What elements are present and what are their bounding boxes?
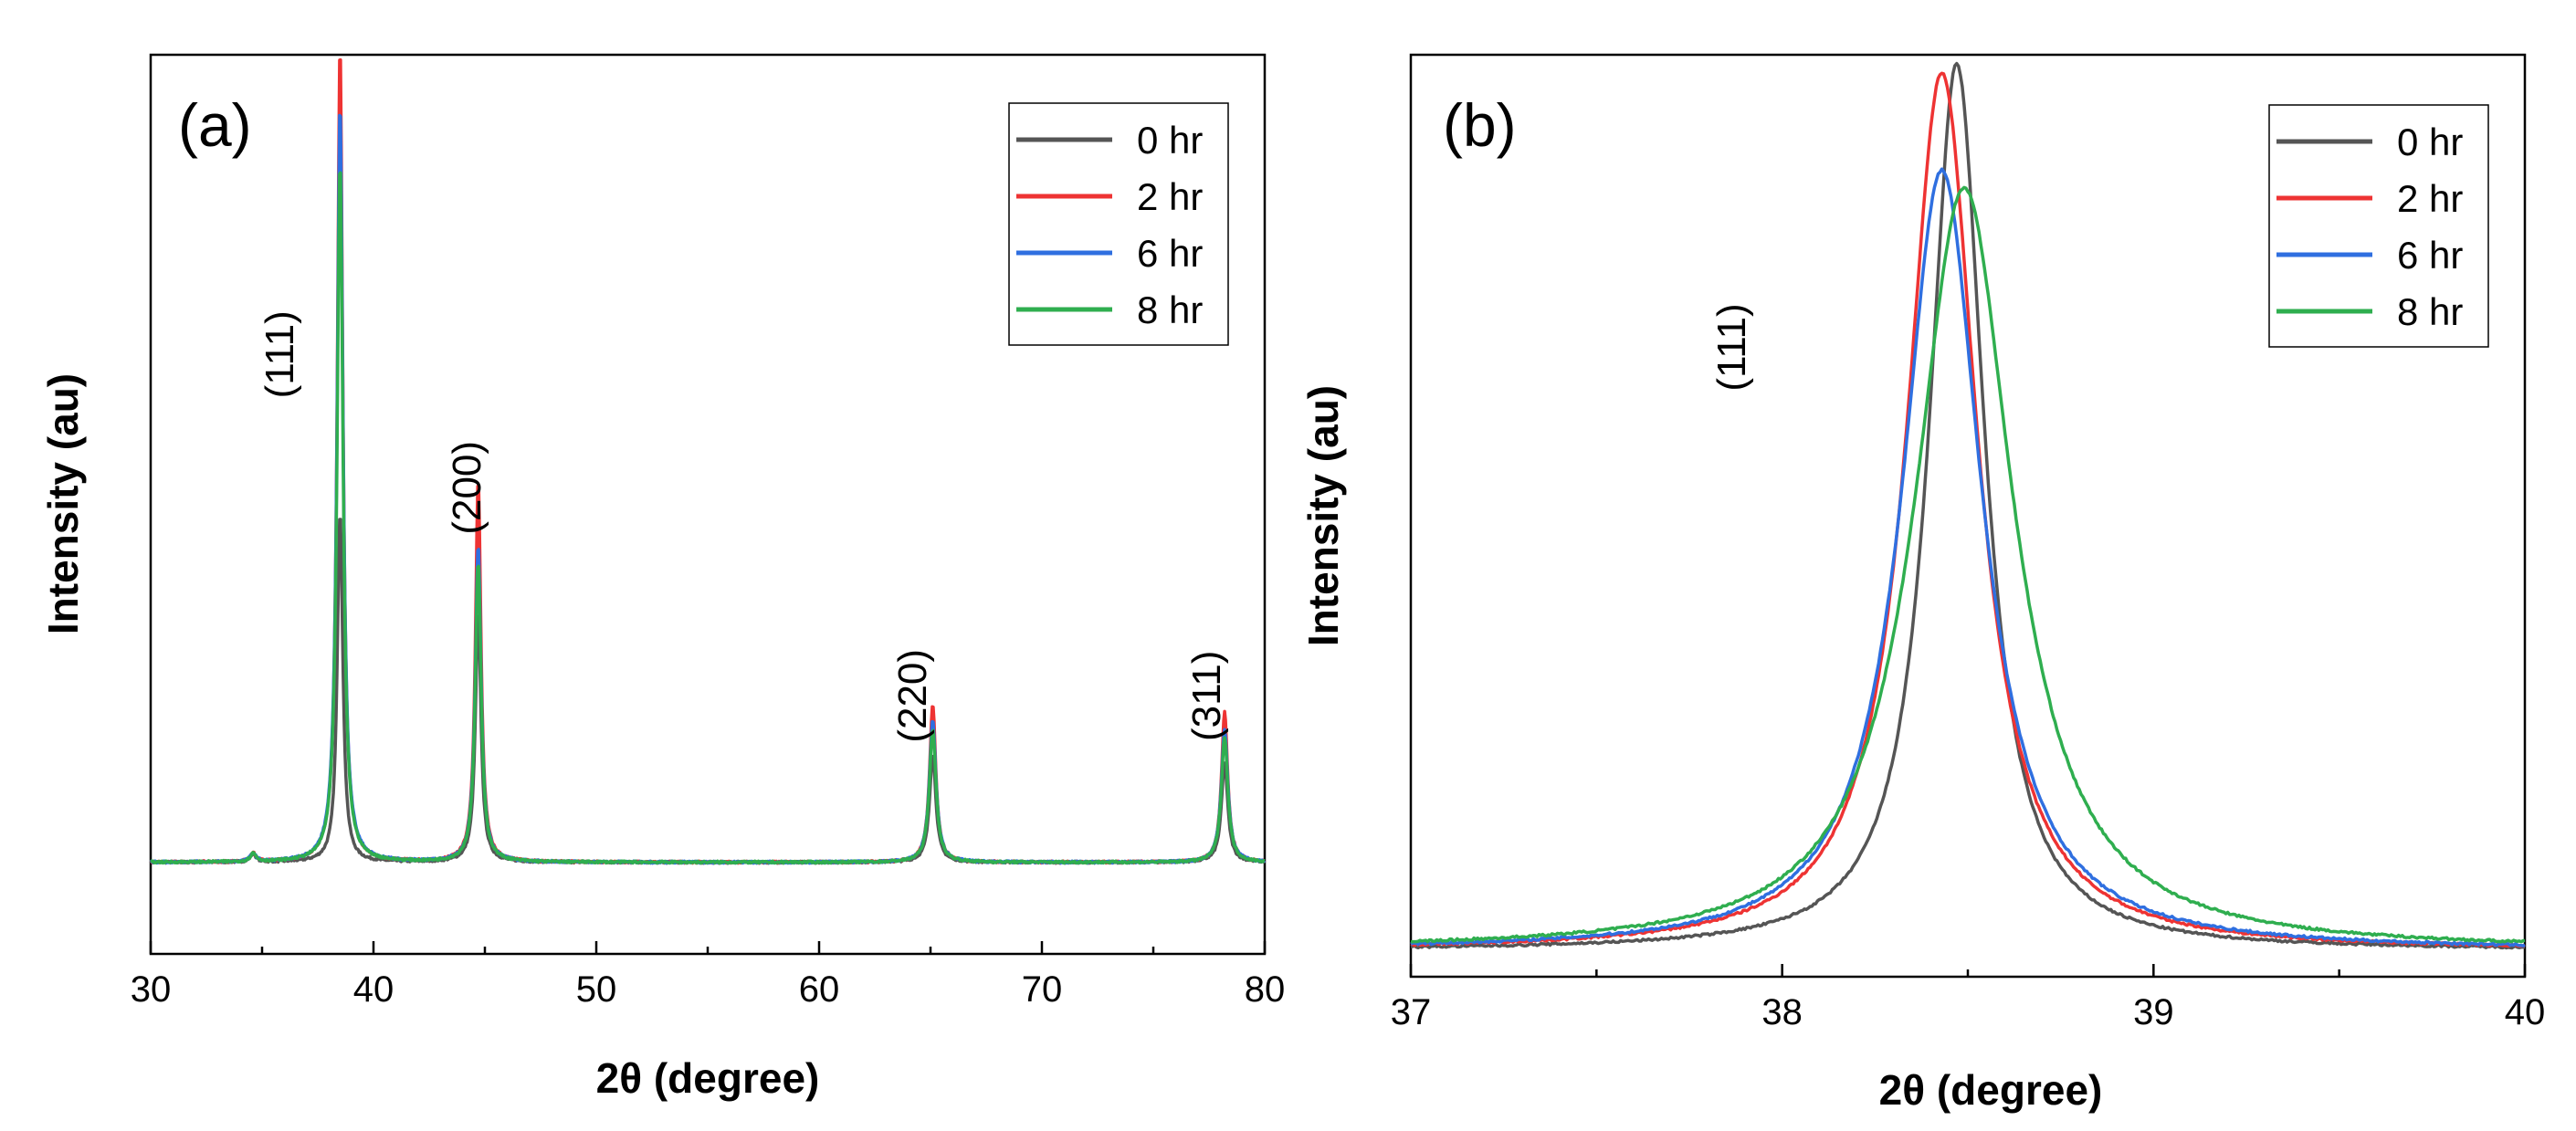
panel-a-x-tick-label: 70 — [1022, 969, 1063, 1010]
panel-a-legend-label: 6 hr — [1137, 232, 1203, 275]
panel-b-y-axis-title: Intensity (au) — [1299, 385, 1347, 646]
panel-b-legend-label: 0 hr — [2397, 120, 2463, 163]
panel-b: 37 38 39 40 (111) (b) 2θ (degree) Intensity… — [1299, 53, 2546, 1114]
panel-a: 30 40 50 60 70 80 (111) (200) (220) (311) (a) 2θ… — [39, 53, 1286, 1102]
panel-b-x-ticks: 37 38 39 40 — [1391, 964, 2546, 1032]
panel-b-label: (b) — [1443, 91, 1517, 159]
panel-a-legend: 0 hr 2 hr 6 hr 8 hr — [1008, 102, 1229, 346]
panel-b-x-tick-label: 40 — [2505, 992, 2546, 1032]
panel-a-peak-label: (200) — [445, 441, 489, 535]
panel-a-y-axis-title: Intensity (au) — [39, 373, 87, 634]
panel-a-series — [149, 58, 1267, 865]
panel-a-series-0-hr — [149, 518, 1267, 865]
panel-b-legend-label: 8 hr — [2397, 290, 2463, 333]
panel-a-x-axis-title: 2θ (degree) — [596, 1054, 820, 1102]
panel-b-legend-box — [2268, 104, 2489, 348]
panel-a-peak-labels: (111) (200) (220) (311) — [258, 310, 1229, 742]
panel-a-x-tick-label: 30 — [131, 969, 172, 1010]
panel-a-legend-label: 8 hr — [1137, 288, 1203, 331]
panel-a-x-tick-label: 50 — [576, 969, 617, 1010]
panel-b-x-tick-label: 37 — [1391, 992, 1432, 1032]
panel-b-x-tick-label: 39 — [2133, 992, 2174, 1032]
panel-b-series — [1410, 61, 2526, 950]
panel-a-x-tick-label: 60 — [799, 969, 840, 1010]
panel-a-peak-label: (220) — [890, 649, 935, 743]
panel-b-x-axis-title: 2θ (degree) — [1879, 1066, 2103, 1114]
panel-a-legend-box — [1008, 102, 1229, 346]
panel-b-x-tick-label: 38 — [1761, 992, 1803, 1032]
panel-a-legend-label: 0 hr — [1137, 119, 1203, 162]
panel-b-legend: 0 hr 2 hr 6 hr 8 hr — [2268, 104, 2489, 348]
panel-a-series-8-hr — [150, 171, 1266, 865]
panel-b-legend-label: 2 hr — [2397, 177, 2463, 220]
panel-a-legend-label: 2 hr — [1137, 175, 1203, 218]
panel-b-series-8-hr — [1410, 185, 2526, 944]
panel-a-x-ticks: 30 40 50 60 70 80 — [131, 941, 1286, 1010]
panel-b-series-6-hr — [1410, 167, 2526, 948]
panel-a-peak-label: (311) — [1184, 651, 1229, 741]
panel-b-peak-labels: (111) — [1709, 303, 1754, 391]
panel-b-peak-label: (111) — [1709, 303, 1754, 391]
panel-a-label: (a) — [178, 91, 252, 159]
panel-b-legend-label: 6 hr — [2397, 234, 2463, 277]
panel-b-series-0-hr — [1410, 61, 2526, 950]
panel-a-peak-label: (111) — [258, 310, 302, 398]
panel-a-x-tick-label: 80 — [1245, 969, 1286, 1010]
panel-a-x-tick-label: 40 — [353, 969, 394, 1010]
